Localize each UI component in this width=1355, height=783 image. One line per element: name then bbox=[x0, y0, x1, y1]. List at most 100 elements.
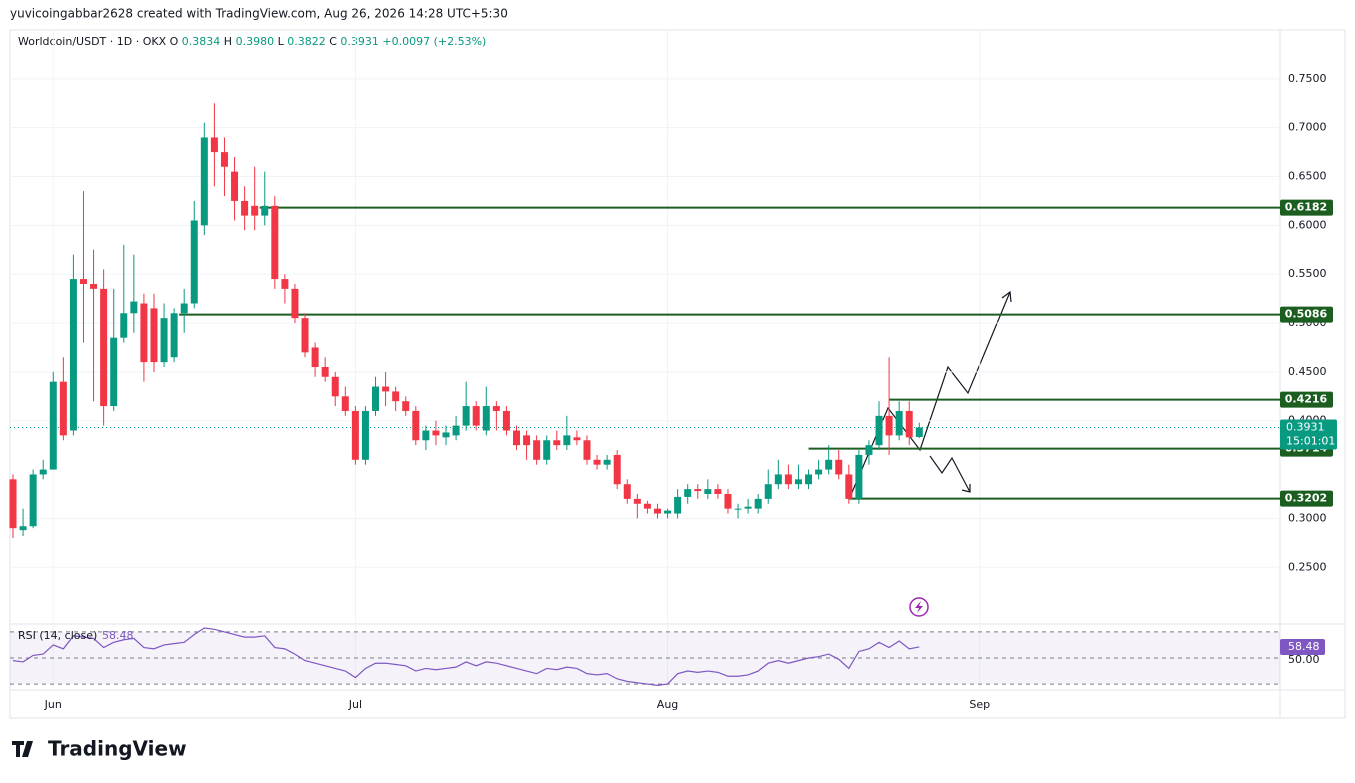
candle-body bbox=[452, 425, 460, 436]
candle-body bbox=[513, 430, 520, 446]
candle-body bbox=[684, 489, 692, 497]
level-label-bg bbox=[1280, 490, 1333, 507]
candle-body bbox=[633, 498, 641, 504]
candle-body bbox=[523, 435, 531, 446]
frame bbox=[9, 29, 1346, 719]
rsi-line bbox=[12, 627, 920, 686]
candle-body bbox=[462, 406, 470, 426]
candle-body bbox=[664, 510, 672, 514]
candle-body bbox=[90, 283, 98, 289]
candle-body bbox=[764, 484, 772, 499]
y-tick-label: 0.5500 bbox=[1288, 267, 1327, 280]
x-tick-label: Jul bbox=[348, 698, 362, 711]
candle-body bbox=[9, 479, 17, 529]
candle-body bbox=[502, 410, 510, 431]
candle-body bbox=[573, 437, 581, 441]
candle-body bbox=[603, 459, 611, 465]
candle-body bbox=[79, 279, 87, 284]
candle-body bbox=[442, 432, 450, 438]
candle-body bbox=[402, 401, 410, 411]
y-tick-label: 0.4500 bbox=[1288, 365, 1327, 378]
candle-body bbox=[220, 152, 228, 167]
ohlc-value: 0.3834 bbox=[182, 35, 221, 48]
candle-body bbox=[49, 381, 57, 470]
candle-body bbox=[875, 415, 883, 446]
candle-body bbox=[714, 489, 722, 494]
level-label: 0.5086 bbox=[1285, 308, 1328, 321]
candle-body bbox=[734, 508, 742, 510]
candle-body bbox=[341, 396, 349, 411]
candle-body bbox=[905, 410, 913, 438]
candle-body bbox=[895, 410, 903, 436]
countdown: 15:01:01 bbox=[1286, 434, 1335, 447]
candle-body bbox=[885, 415, 893, 436]
level-label: 0.3202 bbox=[1285, 492, 1327, 505]
candle-body bbox=[472, 406, 480, 426]
candle-body bbox=[200, 137, 208, 226]
candle-body bbox=[492, 406, 500, 411]
price-label: 0.3931 bbox=[1286, 420, 1325, 433]
candle-body bbox=[100, 288, 108, 407]
ohlc-value: 0.3931 bbox=[340, 35, 379, 48]
rsi-tick-label: 50.00 bbox=[1288, 653, 1320, 666]
candle-body bbox=[482, 406, 490, 431]
candle-body bbox=[170, 313, 178, 358]
candle-body bbox=[583, 440, 591, 460]
y-tick-label: 0.6500 bbox=[1288, 170, 1327, 183]
candle-body bbox=[704, 489, 712, 494]
candle-body bbox=[653, 508, 661, 514]
candle-body bbox=[623, 484, 631, 499]
candle-body bbox=[271, 205, 279, 280]
candle-body bbox=[643, 503, 651, 509]
y-tick-label: 0.2500 bbox=[1288, 560, 1327, 573]
ohlc-key: C bbox=[329, 35, 337, 48]
candle-body bbox=[261, 205, 269, 216]
candle-body bbox=[825, 459, 833, 470]
candle-body bbox=[110, 337, 118, 407]
candle-body bbox=[19, 526, 27, 531]
level-label: 0.6182 bbox=[1285, 201, 1327, 214]
candle-body bbox=[724, 493, 732, 509]
candle-body bbox=[815, 469, 823, 475]
ohlc-key: O bbox=[170, 35, 179, 48]
ohlc-key: L bbox=[278, 35, 285, 48]
y-tick-label: 0.7000 bbox=[1288, 121, 1327, 134]
candle-body bbox=[361, 410, 369, 460]
logo: TradingView bbox=[12, 737, 187, 761]
candle-body bbox=[865, 445, 873, 455]
candle-body bbox=[331, 376, 339, 397]
ohlc-value: 0.3822 bbox=[287, 35, 326, 48]
candle-body bbox=[774, 474, 782, 485]
candle-body bbox=[422, 430, 430, 441]
candle-body bbox=[835, 459, 843, 475]
candle-body bbox=[281, 279, 289, 289]
candle-body bbox=[694, 489, 702, 492]
arrow-down-head bbox=[961, 484, 971, 493]
candle-body bbox=[351, 410, 359, 460]
candle-body bbox=[29, 474, 37, 527]
arrow-up-head bbox=[1001, 290, 1012, 303]
rsi-label: 58.48 bbox=[1288, 640, 1320, 653]
candle-body bbox=[69, 279, 77, 431]
logo-icon bbox=[12, 741, 33, 757]
candle-body bbox=[794, 479, 802, 485]
candle-body bbox=[140, 303, 148, 363]
candle-body bbox=[321, 367, 329, 377]
y-tick-label: 0.3000 bbox=[1288, 511, 1327, 524]
alert-icon[interactable] bbox=[909, 597, 929, 617]
legend: Worldcoin/USDT · 1D · OKX O 0.3834 H 0.3… bbox=[18, 35, 486, 48]
y-tick-label: 0.7500 bbox=[1288, 72, 1327, 85]
candle-body bbox=[241, 200, 249, 216]
change: +0.0097 (+2.53%) bbox=[382, 35, 486, 48]
x-tick-label: Aug bbox=[657, 698, 678, 711]
candle-body bbox=[754, 498, 762, 509]
candle-body bbox=[311, 347, 319, 368]
candle-body bbox=[784, 474, 792, 485]
candle-body bbox=[120, 313, 128, 338]
rsi-title: RSI (14, close) bbox=[18, 629, 97, 642]
legend-text: Worldcoin/USDT · 1D · OKX O 0.3834 H 0.3… bbox=[18, 35, 486, 48]
ohlc-key: H bbox=[224, 35, 232, 48]
price-label-bg bbox=[1280, 419, 1337, 450]
x-tick-label: Sep bbox=[969, 698, 990, 711]
